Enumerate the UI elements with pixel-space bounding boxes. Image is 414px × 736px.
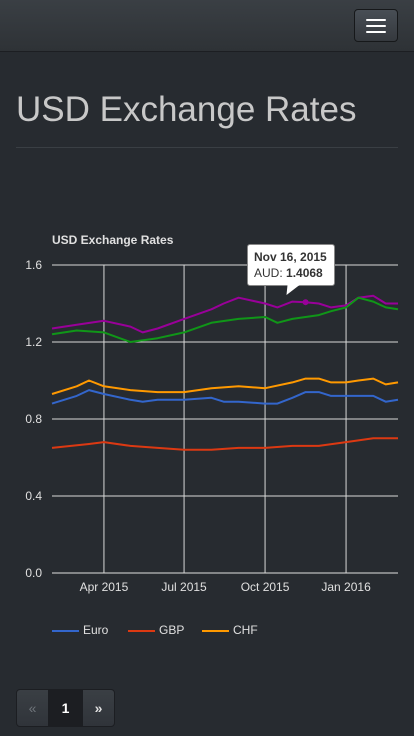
series-line-gbp	[51, 437, 398, 451]
highlight-point	[302, 299, 309, 306]
tooltip-series: AUD:	[254, 266, 283, 280]
next-page-button[interactable]: »	[82, 689, 115, 727]
chart-title: USD Exchange Rates	[52, 233, 174, 247]
legend-swatch	[202, 630, 229, 632]
legend-swatch	[52, 630, 79, 632]
page-1-button[interactable]: 1	[49, 689, 82, 727]
hamburger-bar	[366, 25, 386, 27]
series-line-cad	[51, 296, 399, 343]
tooltip-value-line: AUD: 1.4068	[254, 265, 328, 281]
divider	[16, 147, 398, 148]
tooltip-date: Nov 16, 2015	[254, 250, 327, 264]
x-tick-label: Jan 2016	[321, 580, 371, 594]
x-tick-label: Apr 2015	[80, 580, 129, 594]
series-line-chf	[51, 377, 399, 395]
legend-swatch	[128, 630, 155, 632]
legend-label: CHF	[233, 623, 258, 637]
hamburger-icon[interactable]	[354, 9, 398, 42]
chart-tooltip: Nov 16, 2015 AUD: 1.4068	[247, 244, 335, 286]
hamburger-bar	[366, 19, 386, 21]
y-tick-label: 1.6	[25, 258, 42, 272]
hamburger-bar	[366, 31, 386, 33]
y-tick-label: 0.4	[25, 489, 42, 503]
exchange-rate-chart[interactable]: USD Exchange Rates 0.0 0.4 0.8 1.2 1.6 Apr 20…	[0, 220, 414, 620]
x-tick-label: Jul 2015	[161, 580, 207, 594]
y-tick-label: 1.2	[25, 335, 42, 349]
prev-page-button[interactable]: «	[16, 689, 49, 727]
tooltip-value: 1.4068	[286, 266, 323, 280]
legend-label: GBP	[159, 623, 185, 637]
navbar	[0, 0, 414, 52]
legend-label: Euro	[83, 623, 109, 637]
y-tick-label: 0.0	[25, 566, 42, 580]
x-tick-label: Oct 2015	[241, 580, 290, 594]
series-line-euro	[51, 389, 399, 405]
y-tick-label: 0.8	[25, 412, 42, 426]
page-title: USD Exchange Rates	[16, 90, 357, 129]
pagination: « 1 »	[16, 689, 115, 727]
